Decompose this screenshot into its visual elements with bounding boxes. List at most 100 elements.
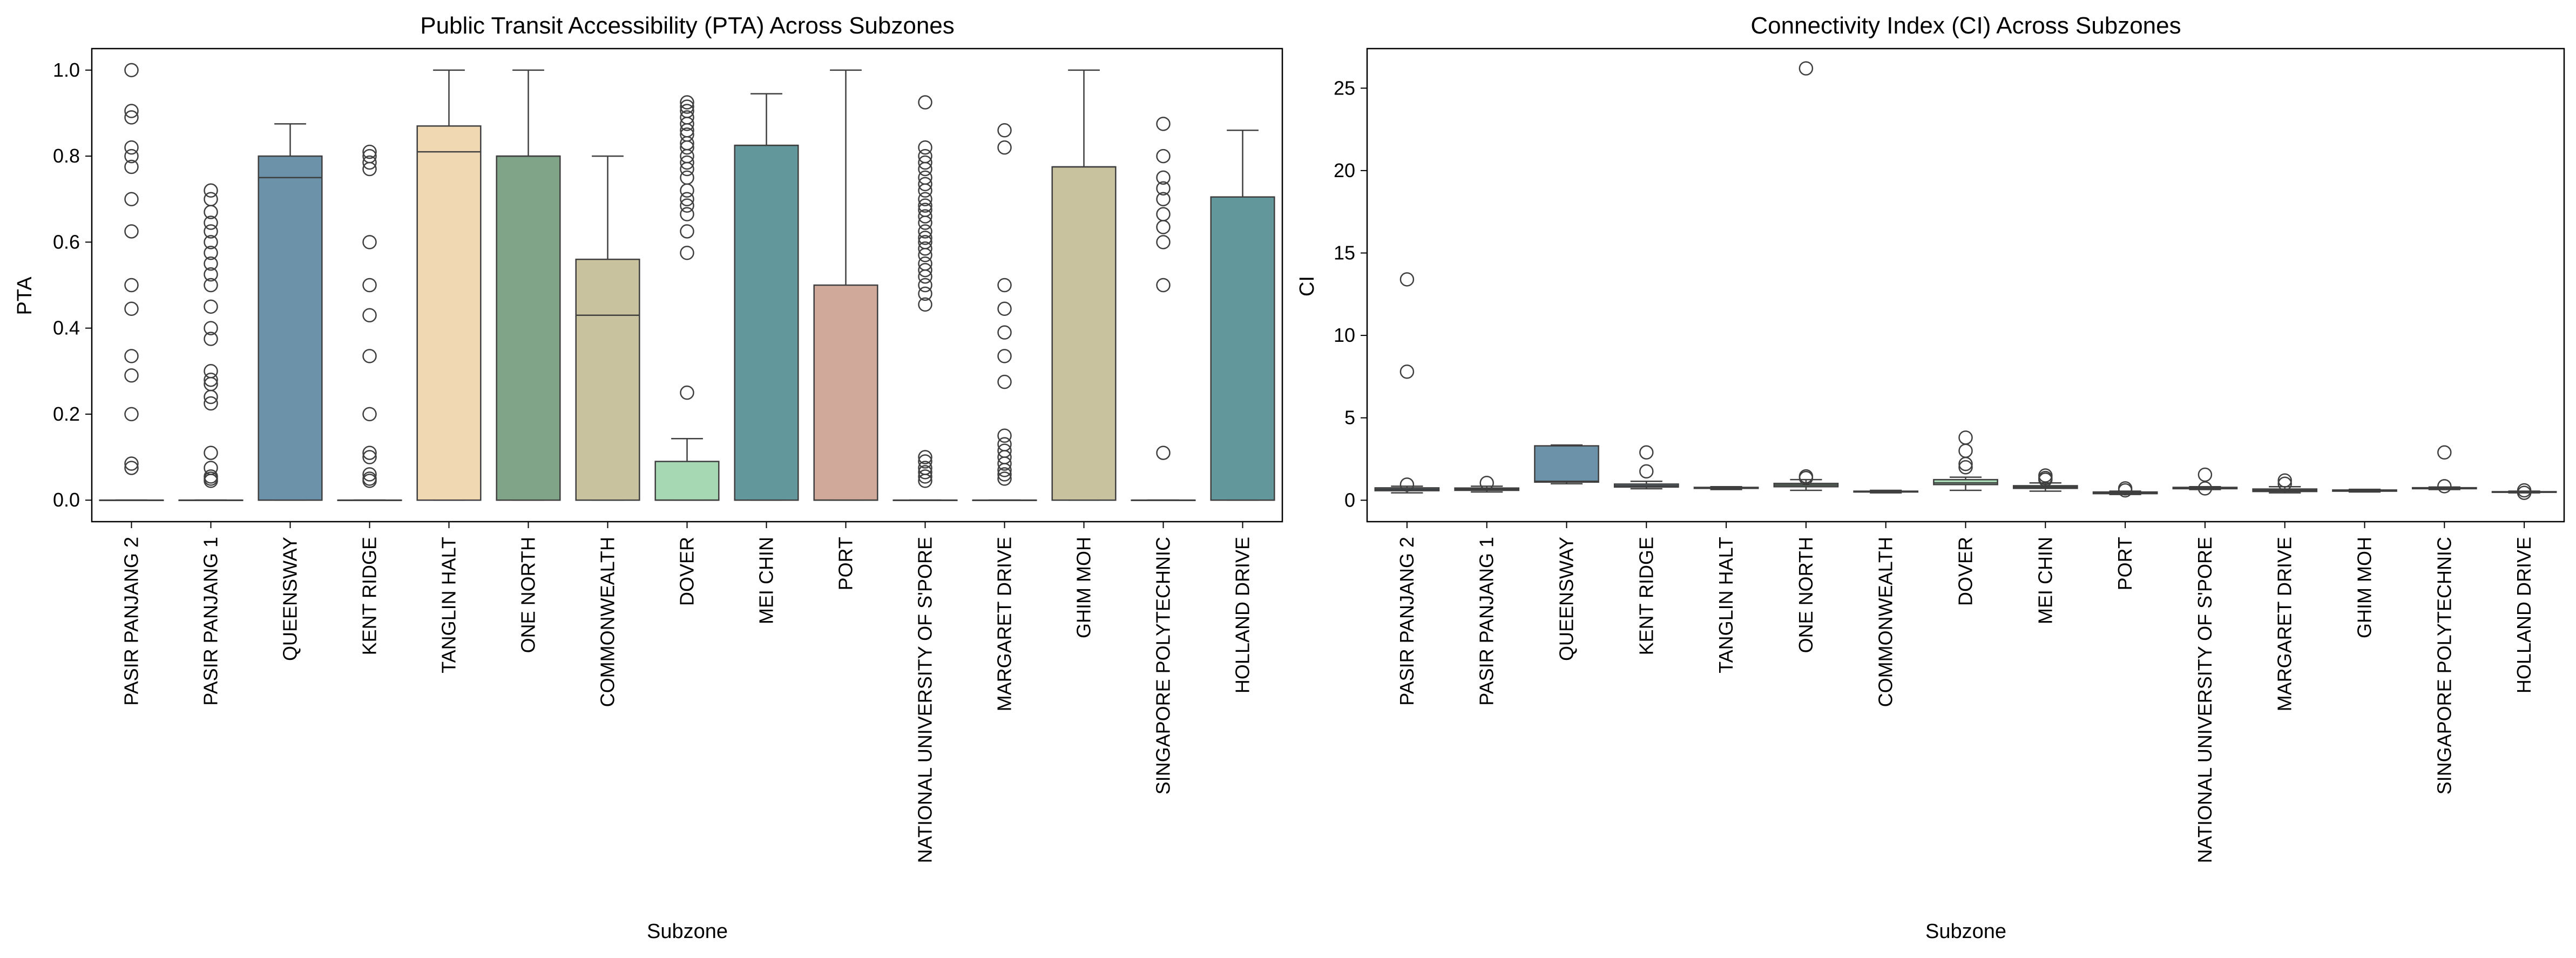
pta-box-12: GHIM MOH: [1051, 69, 1117, 638]
pta-x-tick-label: KENT RIDGE: [359, 537, 381, 655]
ci-box-10: NATIONAL UNIVERSITY OF S'PORE: [2172, 467, 2238, 863]
ci-x-tick-label: SINGAPORE POLYTECHNIC: [2433, 537, 2455, 794]
pta-outlier-point: [204, 224, 218, 239]
pta-outlier-point: [997, 123, 1012, 138]
pta-outlier-point: [204, 278, 218, 293]
ci-y-tick-label: 0: [1344, 489, 1355, 511]
pta-outlier-point: [362, 407, 377, 422]
pta-y-tick-label: 0.0: [53, 489, 80, 511]
ci-y-tick-label: 20: [1334, 159, 1355, 181]
pta-box-2: QUEENSWAY: [258, 123, 323, 661]
pta-outlier-point: [124, 104, 139, 118]
ci-box-5: ONE NORTH: [1773, 61, 1839, 653]
pta-outlier-point: [997, 374, 1012, 389]
ci-box-2: QUEENSWAY: [1534, 444, 1599, 661]
pta-outlier-point: [1156, 149, 1171, 164]
pta-panel: Public Transit Accessibility (PTA) Acros…: [13, 12, 1283, 943]
pta-box-1: PASIR PANJANG 1: [178, 183, 244, 706]
pta-outlier-point: [124, 224, 139, 239]
ci-outlier-point: [1799, 61, 1814, 76]
pta-outlier-point: [204, 235, 218, 249]
pta-outlier-point: [680, 198, 694, 213]
ci-x-tick-label: COMMONWEALTH: [1875, 537, 1897, 707]
pta-x-axis-label: Subzone: [647, 920, 728, 943]
pta-outlier-point: [918, 209, 932, 224]
pta-box-8: MEI CHIN: [734, 93, 799, 624]
pta-outlier-point: [918, 469, 932, 484]
pta-outlier-point: [680, 161, 694, 177]
pta-outlier-point: [918, 278, 932, 293]
pta-outlier-point: [204, 267, 218, 282]
pta-outlier-point: [124, 368, 139, 383]
pta-box-body: [1051, 166, 1117, 501]
pta-outlier-point: [124, 407, 139, 422]
pta-box-body: [734, 144, 799, 501]
pta-outlier-point: [918, 465, 932, 480]
pta-outlier-point: [362, 446, 377, 460]
ci-box-6: COMMONWEALTH: [1853, 489, 1919, 707]
pta-x-tick-label: HOLLAND DRIVE: [1232, 537, 1254, 693]
pta-box-11: MARGARET DRIVE: [972, 123, 1037, 711]
pta-outlier-point: [204, 246, 218, 260]
ci-outlier-point: [1399, 272, 1415, 287]
ci-box-1: PASIR PANJANG 1: [1454, 476, 1520, 706]
ci-x-tick-label: NATIONAL UNIVERSITY OF S'PORE: [2194, 537, 2216, 863]
ci-outlier-point: [2517, 485, 2532, 500]
ci-outlier-point: [2277, 473, 2292, 488]
pta-outlier-point: [124, 63, 139, 78]
pta-outlier-point: [124, 149, 139, 164]
pta-outlier-point: [918, 286, 932, 301]
pta-box-4: TANGLIN HALT: [416, 69, 482, 673]
pta-y-axis-label: PTA: [13, 276, 36, 315]
pta-outlier-point: [918, 450, 932, 464]
ci-outlier-point: [1399, 477, 1415, 492]
pta-x-tick-label: QUEENSWAY: [279, 537, 301, 661]
pta-outlier-point: [680, 99, 694, 114]
pta-outlier-point: [362, 349, 377, 363]
ci-x-tick-label: TANGLIN HALT: [1715, 537, 1737, 673]
pta-outlier-point: [362, 450, 377, 464]
pta-outlier-point: [997, 325, 1012, 340]
pta-outlier-point: [204, 321, 218, 335]
ci-y-tick-label: 15: [1334, 241, 1355, 264]
pta-outlier-point: [1156, 192, 1171, 206]
pta-x-tick-label: DOVER: [676, 537, 698, 606]
pta-outlier-point: [1156, 117, 1171, 131]
ci-outlier-point: [1399, 364, 1415, 379]
pta-outlier-point: [124, 192, 139, 206]
ci-outlier-point: [1799, 470, 1814, 485]
pta-outlier-point: [918, 248, 932, 262]
pta-outlier-point: [997, 463, 1012, 477]
pta-outlier-point: [918, 177, 932, 192]
pta-outlier-point: [1156, 235, 1171, 249]
pta-outlier-point: [362, 308, 377, 322]
pta-box-body: [258, 155, 323, 501]
ci-chart-title: Connectivity Index (CI) Across Subzones: [1750, 12, 2181, 39]
ci-y-tick-label: 25: [1334, 77, 1355, 99]
pta-y-tick-label: 0.8: [53, 145, 80, 167]
ci-plot-area: 0 5 10 15 20 25 PASIR PANJANG 2 PASIR PANJANG 1…: [1334, 48, 2565, 863]
pta-box-14: HOLLAND DRIVE: [1210, 130, 1275, 693]
pta-outlier-point: [680, 192, 694, 206]
pta-x-tick-label: TANGLIN HALT: [438, 537, 460, 673]
ci-x-tick-label: QUEENSWAY: [1556, 537, 1578, 661]
ci-box-8: MEI CHIN: [2012, 468, 2078, 624]
pta-outlier-point: [918, 183, 932, 198]
ci-box-body: [1933, 478, 1998, 485]
ci-box-7: DOVER: [1933, 430, 1998, 606]
ci-x-axis-label: Subzone: [1925, 920, 2006, 943]
pta-outlier-point: [204, 215, 218, 230]
pta-outlier-point: [362, 161, 377, 177]
ci-x-tick-label: DOVER: [1955, 537, 1977, 606]
pta-box-10: NATIONAL UNIVERSITY OF S'PORE: [893, 95, 958, 863]
pta-outlier-point: [204, 299, 218, 314]
pta-outlier-point: [918, 95, 932, 110]
pta-outlier-point: [204, 474, 218, 488]
pta-outlier-point: [680, 117, 694, 131]
pta-outlier-point: [997, 428, 1012, 443]
pta-outlier-point: [997, 140, 1012, 155]
pta-outlier-point: [204, 396, 218, 411]
ci-x-tick-label: HOLLAND DRIVE: [2513, 537, 2535, 693]
pta-outlier-point: [918, 297, 932, 312]
pta-outlier-point: [124, 301, 139, 316]
